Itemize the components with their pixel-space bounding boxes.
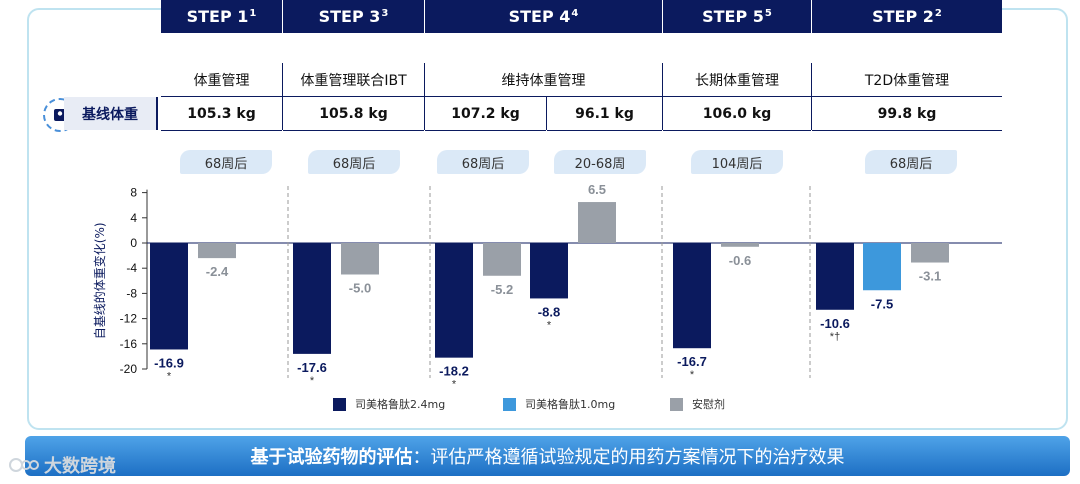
legend-item: 司美格鲁肽2.4mg: [333, 396, 445, 412]
significance-mark: *: [167, 370, 172, 382]
y-tick-label: 4: [130, 211, 137, 225]
watermark: 大数跨境: [8, 452, 116, 478]
data-label: 6.5: [588, 182, 606, 197]
baseline-value: 106.0 kg: [663, 97, 811, 131]
step-label: T2D体重管理: [812, 63, 1002, 97]
y-tick-label: -4: [126, 261, 137, 275]
bar: [341, 243, 379, 275]
significance-mark: *: [690, 369, 695, 381]
bar: [721, 243, 759, 247]
data-label: -5.0: [349, 281, 371, 296]
bar: [198, 243, 236, 259]
legend-swatch: [670, 397, 683, 411]
table-divider: [811, 63, 812, 130]
step-label: 体重管理联合IBT: [283, 63, 424, 97]
duration-tab: 68周后: [437, 150, 529, 174]
banner-text: ：评估严格遵循试验规定的用药方案情况下的治疗效果: [412, 447, 845, 468]
table-divider: [282, 63, 283, 130]
table-divider: [662, 63, 663, 130]
bar: [578, 202, 616, 243]
y-tick-label: -16: [120, 337, 138, 351]
baseline-weight-label: 基线体重: [64, 97, 158, 130]
data-label: -2.4: [206, 264, 229, 279]
bar: [435, 243, 473, 358]
chart-card: [27, 8, 1068, 430]
legend-label: 安慰剂: [692, 398, 725, 411]
data-label: -10.6: [820, 316, 850, 331]
table-divider: [546, 97, 547, 130]
step-label: 维持体重管理: [425, 63, 662, 97]
legend-label: 司美格鲁肽2.4mg: [355, 398, 446, 411]
bar-chart: 840-4-8-12-16-20自基线的体重变化(%)-16.9*-2.4-17…: [92, 182, 1002, 391]
duration-tab: 20-68周: [554, 150, 646, 174]
bar: [673, 243, 711, 349]
y-tick-label: -20: [120, 362, 138, 376]
y-axis-title: 自基线的体重变化(%): [92, 222, 107, 339]
legend-label: 司美格鲁肽1.0mg: [525, 398, 616, 411]
banner-bold-text: 基于试验药物的评估: [250, 447, 413, 468]
y-tick-label: 8: [130, 186, 137, 200]
data-label: -0.6: [729, 253, 751, 268]
duration-tab: 68周后: [308, 150, 400, 174]
step-label: 体重管理: [161, 63, 282, 97]
y-tick-label: 0: [130, 236, 137, 250]
baseline-value: 105.8 kg: [283, 97, 424, 131]
legend-item: 司美格鲁肽1.0mg: [503, 396, 615, 412]
significance-mark: *†: [830, 331, 840, 343]
baseline-value: 99.8 kg: [812, 97, 1002, 131]
data-label: -16.7: [677, 354, 707, 369]
duration-tab: 68周后: [865, 150, 957, 174]
footer-banner: 基于试验药物的评估 ：评估严格遵循试验规定的用药方案情况下的治疗效果: [25, 436, 1070, 476]
bar: [863, 243, 901, 291]
baseline-value: 96.1 kg: [547, 97, 662, 131]
y-tick-label: -12: [120, 312, 138, 326]
data-label: -8.8: [538, 304, 560, 319]
bar: [911, 243, 949, 263]
bar: [483, 243, 521, 276]
significance-mark: *: [547, 319, 552, 331]
significance-mark: *: [310, 375, 315, 387]
baseline-value: 105.3 kg: [161, 97, 282, 131]
bar: [530, 243, 568, 299]
bar: [293, 243, 331, 354]
watermark-logo-icon: [9, 458, 39, 472]
baseline-value: 107.2 kg: [425, 97, 546, 131]
bar: [150, 243, 188, 350]
legend-item: 安慰剂: [670, 396, 725, 412]
duration-tab: 104周后: [691, 150, 783, 174]
step-label: 长期体重管理: [663, 63, 811, 97]
data-label: -3.1: [919, 269, 941, 284]
duration-tab: 68周后: [180, 150, 272, 174]
legend-swatch: [333, 397, 346, 411]
data-label: -7.5: [871, 296, 893, 311]
table-divider: [424, 63, 425, 130]
data-label: -5.2: [491, 282, 513, 297]
significance-mark: *: [452, 379, 457, 391]
data-label: -17.6: [297, 360, 327, 375]
legend-swatch: [503, 397, 516, 411]
data-label: -16.9: [154, 355, 184, 370]
bar: [816, 243, 854, 310]
y-tick-label: -8: [126, 286, 137, 300]
data-label: -18.2: [439, 364, 469, 379]
